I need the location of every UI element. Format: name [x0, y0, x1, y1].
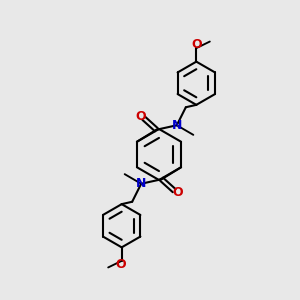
Text: O: O: [192, 38, 202, 51]
Text: O: O: [135, 110, 146, 123]
Text: N: N: [172, 119, 182, 132]
Text: O: O: [172, 186, 183, 199]
Text: O: O: [116, 258, 126, 271]
Text: N: N: [136, 177, 146, 190]
